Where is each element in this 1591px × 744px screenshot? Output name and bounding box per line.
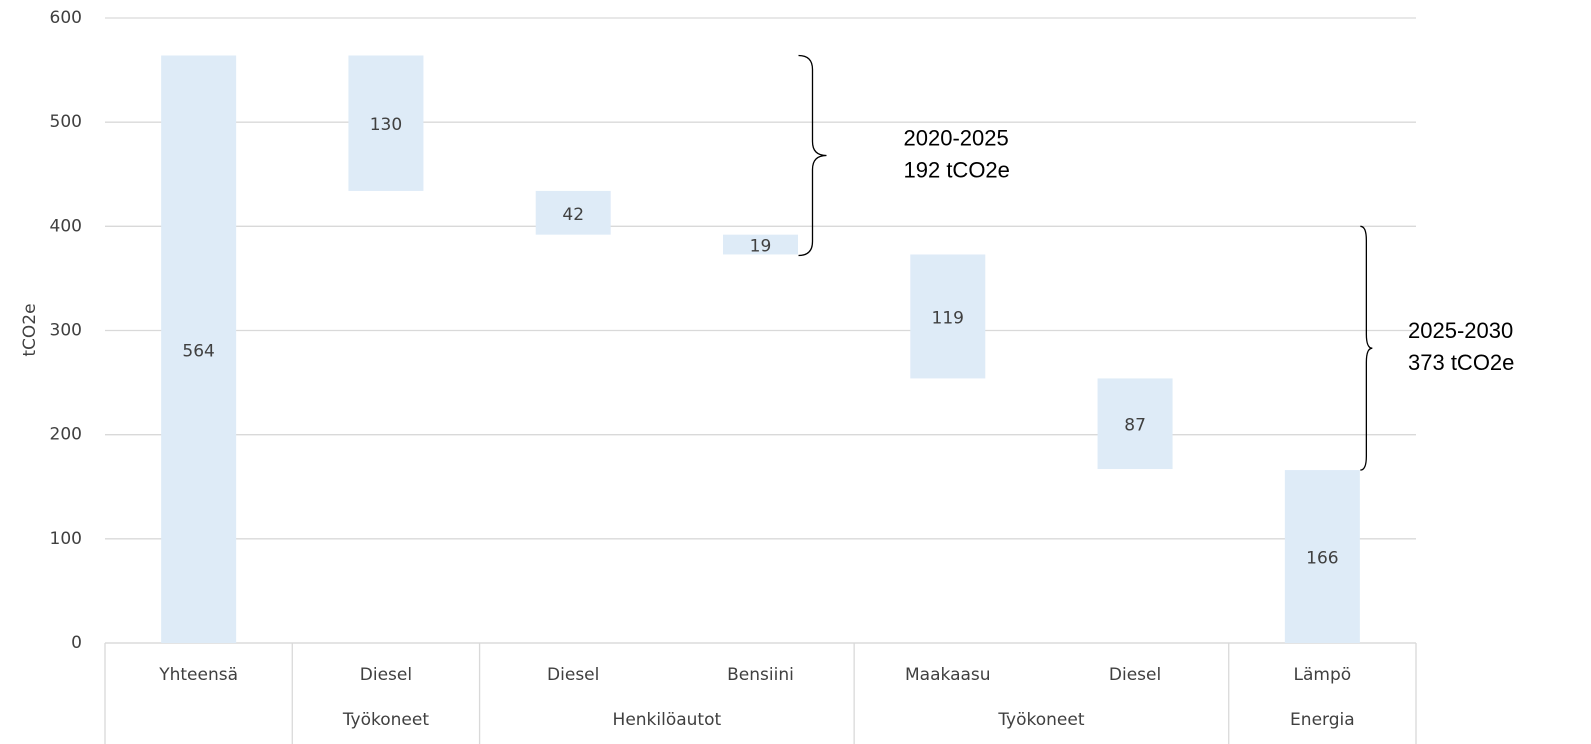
bar-label: 19 (750, 237, 772, 257)
y-tick-label: 600 (50, 8, 82, 28)
bar-label: 564 (182, 341, 214, 361)
bar-label: 42 (562, 205, 584, 225)
y-tick-label: 100 (50, 529, 82, 549)
category-group-label: Energia (1290, 710, 1355, 730)
bar (535, 190, 611, 235)
bar (723, 234, 798, 255)
bar (910, 254, 986, 379)
bar-label: 130 (370, 115, 402, 135)
y-tick-label: 400 (50, 216, 82, 236)
y-axis-label: tCO2e (20, 303, 40, 356)
x-tick-label: Maakaasu (905, 665, 991, 685)
brace (1360, 225, 1373, 471)
x-tick-label: Bensiini (727, 665, 794, 685)
y-tick-label: 500 (50, 112, 82, 132)
bar (1284, 470, 1360, 643)
y-tick-label: 0 (71, 633, 82, 653)
y-tick-label: 200 (50, 425, 82, 445)
category-group-label: Työkoneet (342, 710, 430, 730)
category-group-label: Henkilöautot (613, 710, 722, 730)
x-tick-label: Yhteensä (158, 665, 238, 685)
annotation-text: 2020-2025 (904, 125, 1009, 150)
category-group-label: Työkoneet (997, 710, 1085, 730)
x-tick-label: Diesel (360, 665, 412, 685)
x-tick-label: Lämpö (1294, 665, 1352, 685)
annotation-text: 2025-2030 (1408, 318, 1513, 343)
bar (1097, 378, 1173, 470)
bar-label: 119 (932, 308, 964, 328)
bar (348, 55, 424, 191)
y-tick-label: 300 (50, 321, 82, 341)
annotation-text: 373 tCO2e (1408, 350, 1514, 375)
annotation-text: 192 tCO2e (904, 157, 1010, 182)
x-tick-label: Diesel (547, 665, 599, 685)
x-tick-label: Diesel (1109, 665, 1161, 685)
bar-label: 87 (1124, 416, 1146, 436)
brace (798, 54, 827, 257)
bar-label: 166 (1306, 549, 1338, 569)
bar (161, 55, 237, 643)
